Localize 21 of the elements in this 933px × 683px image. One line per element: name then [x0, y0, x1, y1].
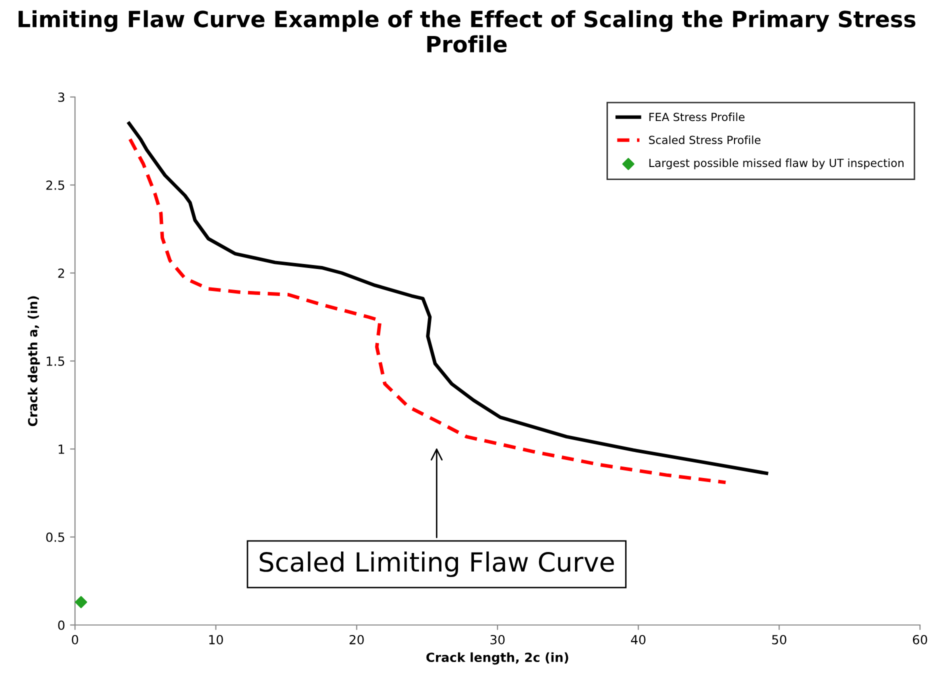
- x-tick-label: 30: [490, 634, 505, 644]
- x-tick-label: 40: [630, 634, 646, 644]
- legend-label: Largest possible missed flaw by UT inspection: [649, 158, 904, 170]
- y-tick-label: 0.5: [46, 532, 64, 542]
- y-tick-label: 2.5: [46, 180, 64, 190]
- legend-label: Scaled Stress Profile: [649, 136, 760, 144]
- y-tick-label: 0: [58, 620, 64, 630]
- x-axis-title: Crack length, 2c (in): [426, 652, 568, 665]
- y-tick-label: 1: [58, 444, 64, 454]
- x-tick-label: 60: [912, 634, 928, 644]
- annotation: Scaled Limiting Flaw Curve: [260, 552, 614, 578]
- x-tick-label: 20: [350, 634, 364, 644]
- x-tick-label: 10: [209, 634, 223, 644]
- x-tick-label: 50: [772, 634, 786, 644]
- y-axis-title: Crack depth a, (in): [28, 296, 40, 426]
- x-tick-label: 0: [72, 634, 78, 644]
- y-tick-label: 2: [58, 268, 64, 278]
- y-tick-label: 1.5: [46, 356, 64, 366]
- y-tick-label: 3: [58, 92, 64, 102]
- legend-label: FEA Stress Profile: [649, 112, 745, 122]
- chart-title: Limiting Flaw Curve Example of the Effect of Scaling the Primary Stress Profile: [18, 10, 916, 53]
